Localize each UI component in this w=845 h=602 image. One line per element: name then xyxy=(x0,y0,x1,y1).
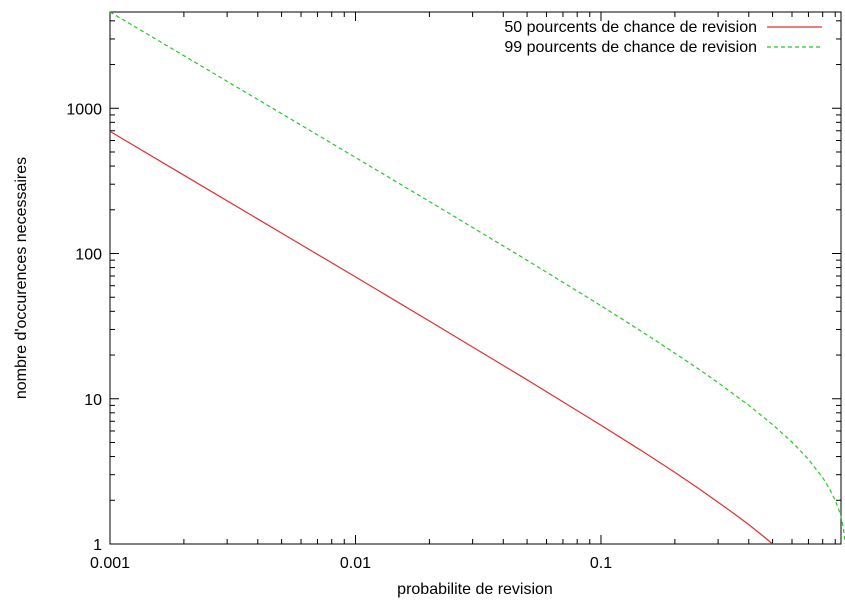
plot-frame xyxy=(109,11,842,545)
x-tick-label: 0.01 xyxy=(340,555,371,572)
data-series xyxy=(109,11,845,545)
y-tick-label: 100 xyxy=(75,247,102,264)
x-tick-label: 0.001 xyxy=(90,555,130,572)
legend: 50 pourcents de chance de revision 99 pou… xyxy=(504,19,822,56)
y-axis-title: nombre d'occurences necessaires xyxy=(13,157,30,399)
x-tick-label: 0.1 xyxy=(590,555,612,572)
y-tick-label: 1 xyxy=(93,537,102,554)
legend-label-2: 99 pourcents de chance de revision xyxy=(504,39,757,56)
series-line-1 xyxy=(109,130,773,545)
x-axis-title: probabilite de revision xyxy=(397,581,553,598)
y-tick-label: 1000 xyxy=(66,101,102,118)
axis-ticks xyxy=(109,12,841,545)
y-tick-label: 10 xyxy=(84,392,102,409)
axis-tick-labels: 0.001 0.01 0.1 1 10 100 1000 xyxy=(66,101,612,572)
legend-label-1: 50 pourcents de chance de revision xyxy=(504,19,757,36)
series-line-2 xyxy=(109,11,845,545)
